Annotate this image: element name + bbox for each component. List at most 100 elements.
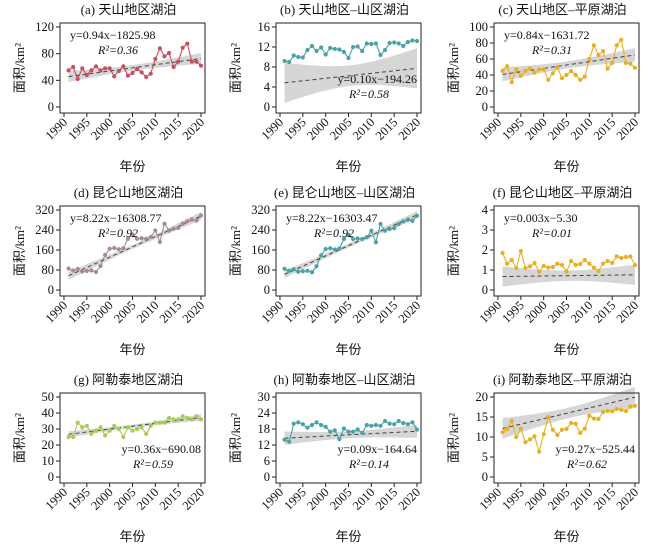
data-point — [541, 263, 546, 269]
y-tick-label: 0 — [264, 283, 270, 297]
data-point — [596, 268, 601, 274]
data-point — [332, 46, 337, 52]
data-point — [523, 265, 528, 271]
y-tick-label: 40 — [42, 73, 55, 87]
data-point — [323, 246, 328, 252]
y-tick-label: 15 — [476, 410, 489, 424]
x-tick-label: 2005 — [111, 115, 139, 143]
x-axis-label: 年份 — [553, 342, 579, 357]
data-point — [364, 41, 369, 46]
data-point — [166, 415, 172, 420]
data-point — [107, 428, 112, 433]
data-point — [578, 77, 583, 82]
r-squared-label: R²=0.92 — [313, 226, 354, 240]
y-tick-label: 30 — [42, 422, 55, 436]
data-point — [148, 71, 153, 76]
y-tick-label: 160 — [35, 243, 54, 257]
y-axis-label: 面积/km² — [446, 226, 461, 276]
y-tick-label: 3 — [482, 223, 488, 237]
data-point — [121, 434, 126, 440]
x-tick-label: 2005 — [545, 485, 573, 513]
data-point — [194, 414, 199, 419]
x-axis-label: 年份 — [119, 342, 145, 357]
data-point — [509, 80, 514, 85]
data-point — [189, 417, 194, 422]
x-tick-label: 2010 — [134, 298, 162, 326]
data-point — [328, 246, 333, 251]
y-tick-label: 5 — [482, 450, 488, 464]
x-tick-label: 2000 — [88, 115, 116, 143]
data-point — [189, 59, 194, 64]
panel-i: (i) 阿勒泰地区–平原湖泊05101520199019952000200520… — [446, 372, 641, 544]
data-point — [300, 269, 305, 274]
data-point — [166, 228, 172, 233]
data-point — [509, 418, 514, 424]
y-tick-label: 80 — [42, 47, 55, 61]
data-point — [346, 429, 351, 434]
x-tick-label: 2020 — [614, 115, 642, 143]
x-tick-label: 1990 — [477, 298, 505, 326]
data-point — [198, 63, 204, 68]
y-tick-label: 80 — [258, 263, 271, 277]
y-tick-label: 0 — [48, 100, 54, 114]
data-point — [80, 66, 85, 71]
data-point — [555, 261, 560, 266]
x-tick-label: 2020 — [180, 298, 208, 326]
y-tick-label: 4 — [264, 80, 271, 94]
data-point — [373, 41, 378, 46]
x-tick-label: 2005 — [327, 115, 355, 143]
x-tick-label: 1990 — [259, 115, 287, 143]
data-point — [144, 431, 149, 436]
data-point — [387, 421, 392, 426]
data-point — [121, 246, 126, 251]
y-tick-label: 0 — [482, 470, 488, 484]
x-tick-label: 2010 — [568, 298, 596, 326]
x-axis-label: 年份 — [553, 159, 579, 174]
data-point — [392, 226, 397, 231]
data-point — [157, 420, 162, 425]
x-axis-label: 年份 — [335, 342, 361, 357]
data-point — [84, 423, 89, 428]
trend-line — [68, 215, 202, 277]
data-point — [112, 74, 117, 79]
data-point — [185, 219, 190, 224]
x-tick-label: 2005 — [545, 115, 573, 143]
data-point — [546, 265, 551, 270]
data-point — [514, 265, 519, 271]
data-point — [396, 221, 401, 227]
data-point — [518, 426, 523, 431]
y-axis-label: 面积/km² — [228, 43, 243, 93]
data-point — [107, 246, 112, 251]
data-point — [392, 422, 397, 427]
x-tick-label: 2010 — [350, 298, 378, 326]
data-point — [282, 58, 287, 64]
data-point — [144, 236, 149, 241]
panel-title: (a) 天山地区湖泊 — [81, 2, 177, 17]
y-tick-label: 320 — [251, 203, 270, 217]
data-point — [410, 38, 415, 43]
data-point — [198, 213, 204, 218]
data-point — [89, 431, 94, 436]
data-point — [537, 269, 542, 274]
r-squared-label: R²=0.58 — [348, 87, 389, 101]
confidence-band — [502, 386, 635, 439]
data-point — [153, 228, 158, 233]
x-axis-label: 年份 — [553, 529, 579, 544]
trend-line — [68, 417, 202, 435]
data-point — [98, 263, 103, 269]
data-point — [568, 258, 574, 264]
data-point — [112, 423, 117, 428]
y-tick-label: 20 — [476, 84, 489, 98]
data-point — [282, 437, 287, 442]
data-point — [514, 434, 519, 440]
data-point — [614, 254, 619, 259]
data-point — [332, 428, 337, 433]
r-squared-label: R²=0.01 — [531, 226, 572, 240]
data-point — [582, 257, 587, 263]
x-tick-label: 2020 — [396, 115, 424, 143]
panel-title: (c) 天山地区–平原湖泊 — [498, 2, 626, 17]
data-point — [564, 72, 569, 78]
data-point — [360, 430, 365, 436]
data-point — [532, 434, 537, 439]
data-point — [185, 41, 190, 46]
